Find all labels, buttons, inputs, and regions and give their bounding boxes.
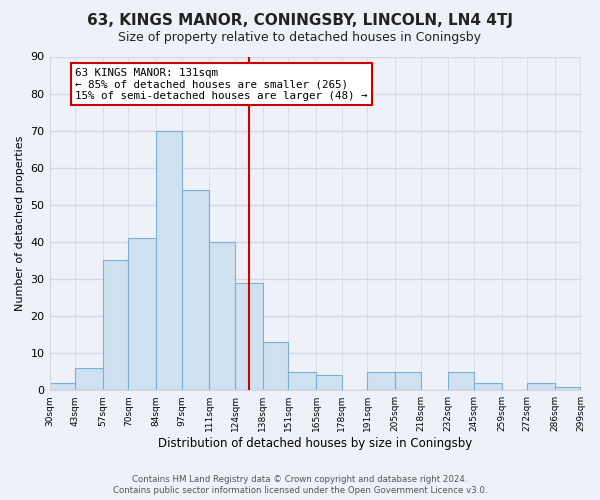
Bar bbox=[209, 242, 235, 390]
Text: Contains public sector information licensed under the Open Government Licence v3: Contains public sector information licen… bbox=[113, 486, 487, 495]
Text: Contains HM Land Registry data © Crown copyright and database right 2024.: Contains HM Land Registry data © Crown c… bbox=[132, 475, 468, 484]
Text: 63 KINGS MANOR: 131sqm
← 85% of detached houses are smaller (265)
15% of semi-de: 63 KINGS MANOR: 131sqm ← 85% of detached… bbox=[75, 68, 368, 101]
Bar bbox=[75, 368, 103, 390]
Bar bbox=[263, 342, 289, 390]
Bar bbox=[103, 260, 128, 390]
Bar bbox=[156, 130, 182, 390]
Bar bbox=[367, 372, 395, 390]
Bar bbox=[50, 383, 75, 390]
Bar bbox=[555, 386, 580, 390]
Bar bbox=[235, 282, 263, 390]
Bar bbox=[316, 376, 341, 390]
Bar bbox=[289, 372, 316, 390]
Bar bbox=[448, 372, 474, 390]
Y-axis label: Number of detached properties: Number of detached properties bbox=[15, 136, 25, 311]
Bar bbox=[527, 383, 555, 390]
Bar bbox=[182, 190, 209, 390]
Bar bbox=[128, 238, 156, 390]
Bar bbox=[395, 372, 421, 390]
Bar bbox=[474, 383, 502, 390]
Text: Size of property relative to detached houses in Coningsby: Size of property relative to detached ho… bbox=[119, 31, 482, 44]
Text: 63, KINGS MANOR, CONINGSBY, LINCOLN, LN4 4TJ: 63, KINGS MANOR, CONINGSBY, LINCOLN, LN4… bbox=[87, 12, 513, 28]
X-axis label: Distribution of detached houses by size in Coningsby: Distribution of detached houses by size … bbox=[158, 437, 472, 450]
